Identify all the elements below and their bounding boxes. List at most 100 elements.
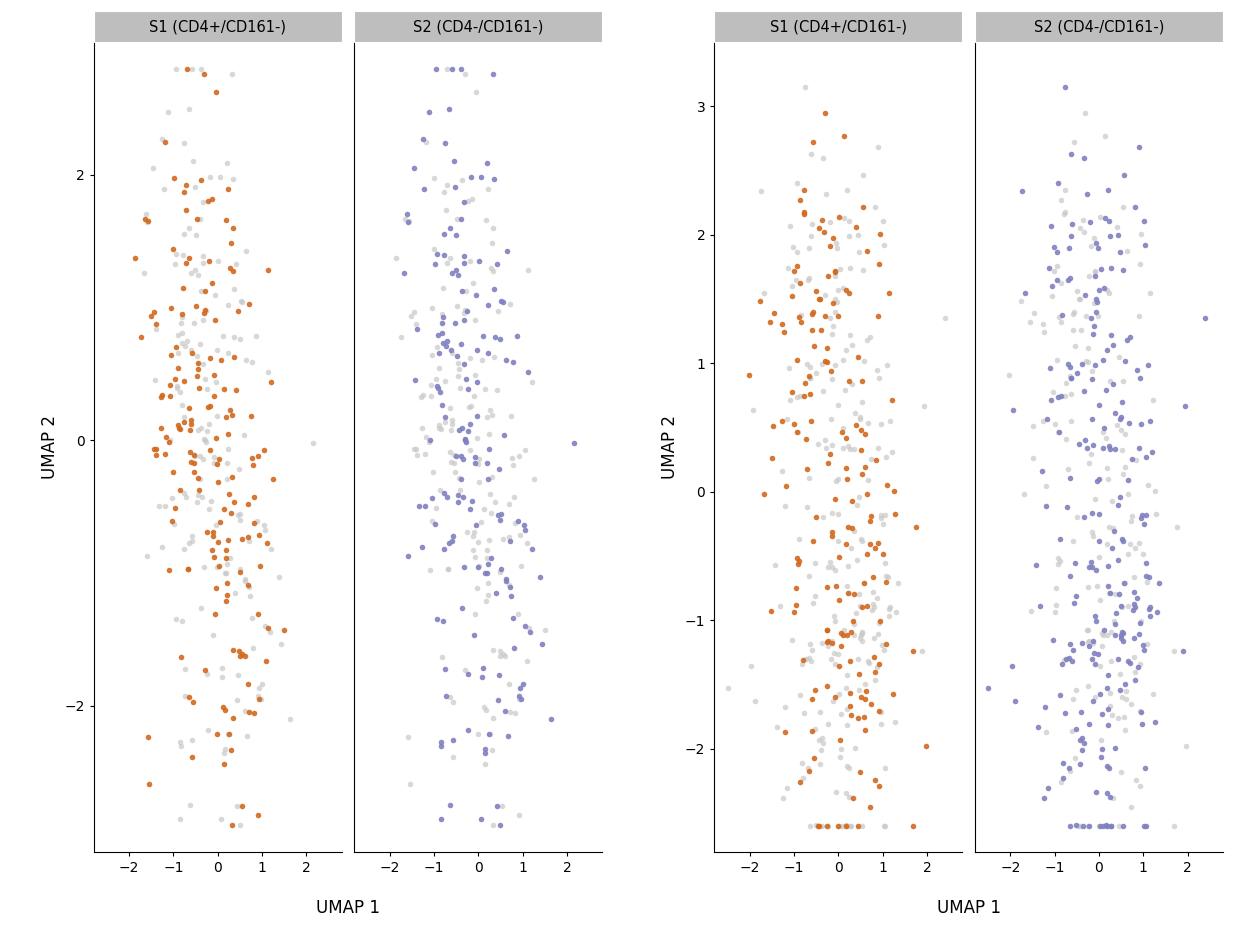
Point bbox=[780, 218, 800, 233]
Point bbox=[232, 799, 252, 814]
Point bbox=[507, 329, 527, 344]
Point bbox=[851, 624, 871, 639]
Point bbox=[477, 456, 497, 471]
Point bbox=[1103, 613, 1123, 628]
Point bbox=[404, 442, 424, 457]
Point bbox=[473, 329, 493, 344]
Point bbox=[787, 550, 807, 565]
Point bbox=[787, 176, 807, 191]
Point bbox=[218, 441, 238, 456]
Point bbox=[509, 528, 529, 543]
Point bbox=[1048, 389, 1068, 404]
Point bbox=[185, 263, 205, 278]
Point bbox=[483, 263, 503, 278]
Point bbox=[152, 388, 172, 402]
Point bbox=[1112, 534, 1132, 548]
Point bbox=[775, 699, 795, 714]
Point bbox=[870, 613, 890, 628]
Point bbox=[227, 303, 247, 318]
Point bbox=[437, 334, 457, 349]
Point bbox=[479, 487, 499, 502]
Point bbox=[1096, 817, 1116, 832]
Point bbox=[1062, 643, 1082, 658]
Point bbox=[1063, 306, 1083, 321]
Point bbox=[1078, 622, 1098, 637]
Point bbox=[223, 281, 243, 296]
Point bbox=[885, 507, 905, 522]
Point bbox=[1081, 239, 1101, 254]
Point bbox=[1023, 419, 1043, 434]
Point bbox=[836, 283, 856, 298]
Point bbox=[247, 514, 267, 529]
Point bbox=[817, 635, 837, 650]
Point bbox=[439, 221, 459, 236]
Point bbox=[1121, 329, 1141, 344]
Point bbox=[144, 442, 163, 457]
Point bbox=[227, 693, 247, 708]
Point bbox=[139, 214, 158, 229]
Point bbox=[190, 212, 210, 227]
Point bbox=[1097, 819, 1117, 834]
Point bbox=[463, 529, 483, 544]
Point bbox=[165, 372, 185, 387]
Point bbox=[1164, 643, 1184, 658]
Point bbox=[1143, 393, 1163, 408]
Point bbox=[1083, 296, 1103, 311]
Point bbox=[468, 535, 488, 550]
Point bbox=[819, 717, 839, 732]
Point bbox=[412, 420, 432, 435]
Point bbox=[847, 710, 867, 725]
Point bbox=[850, 410, 870, 425]
Point bbox=[216, 550, 236, 565]
Point bbox=[811, 357, 831, 372]
Point bbox=[216, 410, 236, 425]
Point bbox=[170, 422, 190, 437]
Point bbox=[801, 653, 821, 668]
Point bbox=[509, 689, 529, 704]
Point bbox=[509, 692, 529, 707]
Point bbox=[1066, 555, 1086, 570]
Point bbox=[188, 471, 208, 486]
Point bbox=[805, 682, 825, 697]
Point bbox=[870, 656, 890, 671]
Point bbox=[1126, 199, 1146, 214]
Point bbox=[509, 808, 529, 823]
Point bbox=[236, 352, 256, 367]
Point bbox=[218, 426, 238, 441]
Point bbox=[1078, 635, 1098, 650]
Point bbox=[1131, 613, 1151, 628]
Point bbox=[188, 422, 208, 437]
Point bbox=[1134, 238, 1154, 253]
Point bbox=[155, 446, 175, 461]
Point bbox=[217, 576, 237, 591]
Point bbox=[207, 456, 227, 471]
Point bbox=[1106, 740, 1126, 755]
Point bbox=[172, 335, 192, 350]
Point bbox=[1101, 442, 1121, 457]
Point bbox=[1122, 508, 1142, 523]
Point bbox=[1106, 406, 1126, 421]
Point bbox=[1086, 264, 1106, 279]
Point bbox=[436, 661, 456, 676]
Point bbox=[1097, 283, 1117, 298]
Point bbox=[1108, 498, 1128, 513]
Point bbox=[1037, 411, 1057, 426]
Point bbox=[852, 633, 872, 648]
Point bbox=[261, 374, 281, 389]
Point bbox=[822, 525, 842, 540]
Point bbox=[876, 450, 896, 465]
Point bbox=[1124, 584, 1144, 599]
Point bbox=[454, 66, 474, 81]
Point bbox=[1093, 424, 1113, 439]
Point bbox=[876, 636, 896, 651]
Point bbox=[815, 287, 835, 302]
Point bbox=[510, 558, 530, 573]
Point bbox=[864, 584, 884, 599]
Point bbox=[502, 450, 522, 465]
Point bbox=[1090, 658, 1109, 673]
Point bbox=[1062, 322, 1082, 337]
Point bbox=[472, 812, 492, 826]
Point bbox=[210, 169, 230, 184]
Point bbox=[1060, 764, 1080, 779]
Point bbox=[168, 360, 188, 375]
